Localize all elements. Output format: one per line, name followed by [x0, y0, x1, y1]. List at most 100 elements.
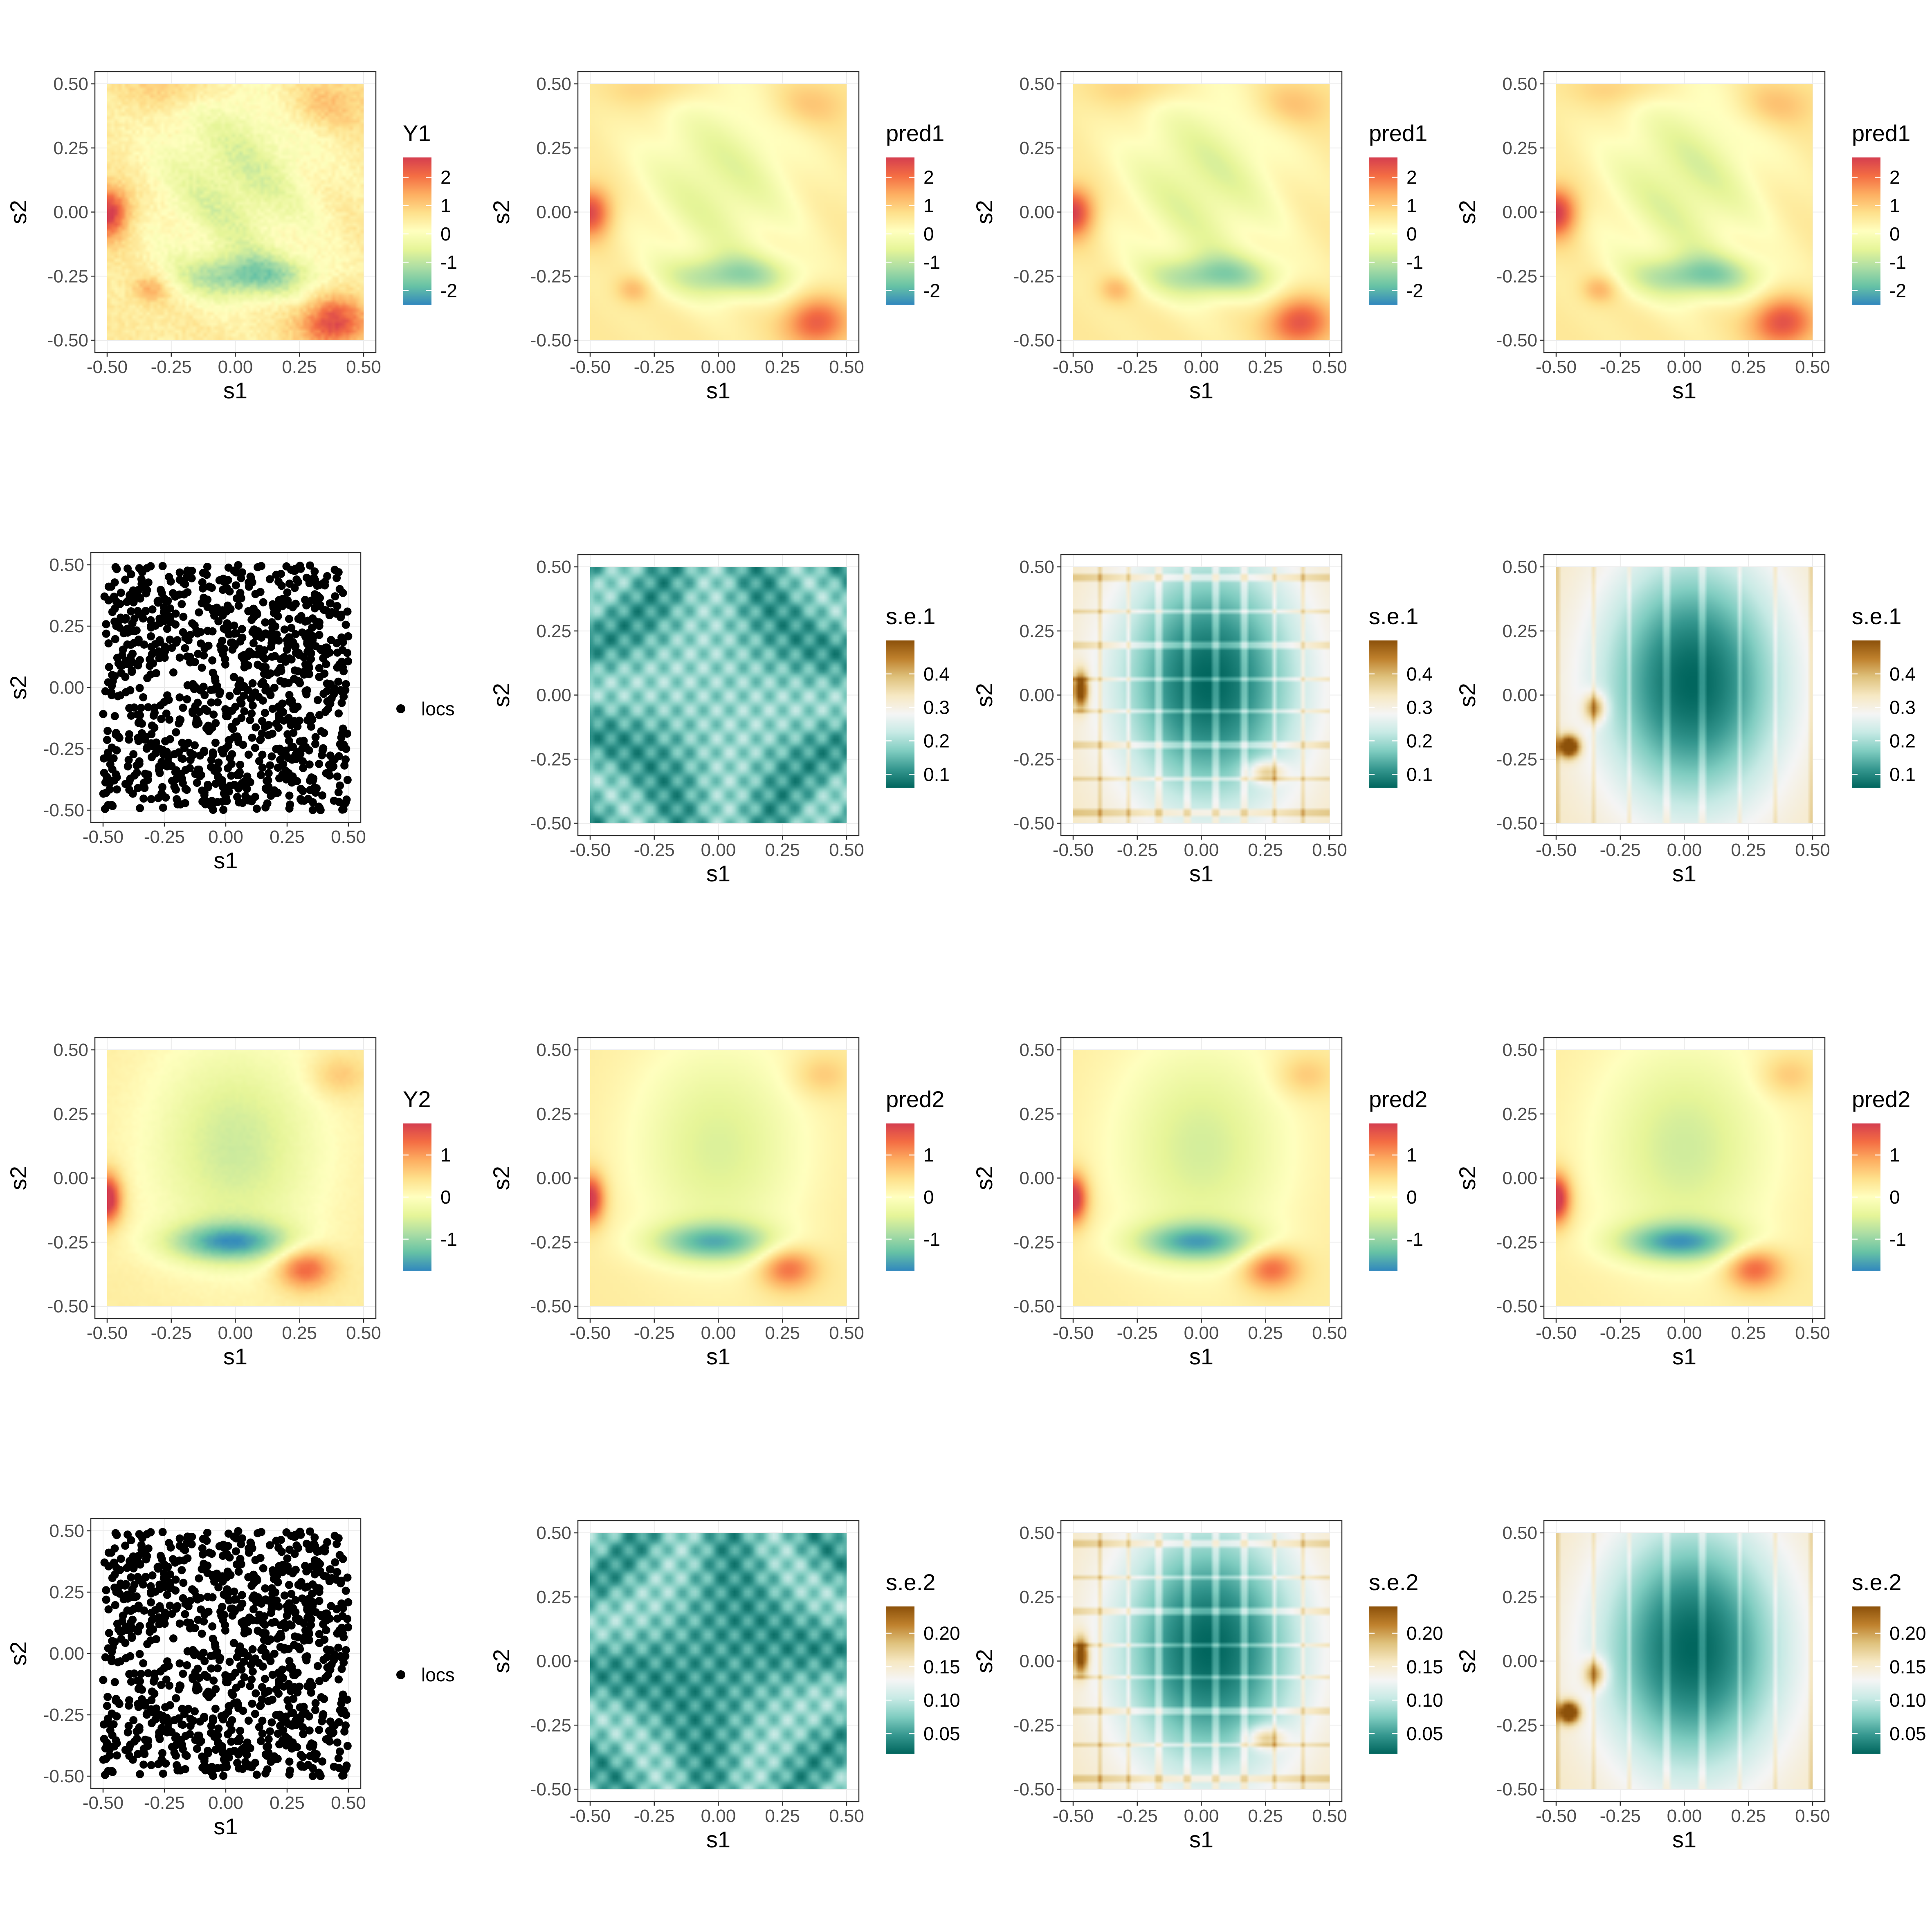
legend-tick-label: 1 — [923, 1144, 934, 1166]
location-point — [112, 598, 121, 606]
location-point — [190, 741, 199, 750]
location-point — [291, 630, 300, 638]
location-point — [209, 750, 217, 759]
location-point — [111, 1601, 119, 1609]
location-point — [171, 785, 180, 794]
location-point — [177, 1720, 186, 1729]
legend-tick-label: 1 — [1889, 1144, 1900, 1166]
location-point — [291, 600, 300, 608]
location-point — [338, 1653, 346, 1662]
location-point — [157, 1681, 166, 1689]
x-axis-label: s1 — [213, 847, 238, 873]
location-point — [283, 588, 292, 597]
location-point — [318, 1757, 327, 1766]
location-point — [165, 1681, 174, 1690]
location-point — [291, 666, 299, 675]
location-point — [124, 1594, 132, 1603]
location-point — [110, 712, 119, 721]
y-tick-label: -0.50 — [1496, 330, 1537, 350]
location-point — [308, 636, 317, 645]
location-point — [294, 1581, 303, 1589]
location-point — [137, 575, 146, 583]
location-point — [238, 781, 247, 790]
location-point — [135, 1723, 144, 1732]
location-point — [139, 693, 148, 701]
location-point — [227, 771, 236, 780]
legend-tick-label: 0 — [1406, 223, 1417, 245]
location-point — [173, 636, 182, 645]
location-point — [302, 573, 311, 582]
location-point — [100, 768, 108, 777]
location-point — [266, 761, 274, 770]
y-tick-label: 0.25 — [1019, 1587, 1054, 1607]
colorbar — [1852, 1606, 1880, 1754]
legend-tick-label: -1 — [923, 252, 940, 273]
location-point — [339, 667, 348, 676]
location-point — [106, 754, 115, 763]
location-point — [276, 755, 285, 764]
location-point — [110, 578, 119, 587]
x-axis-label: s1 — [1189, 1343, 1213, 1369]
legend-tick-label: -1 — [440, 252, 457, 273]
location-point — [285, 1663, 294, 1672]
location-point — [308, 1602, 317, 1611]
location-point — [134, 784, 142, 792]
panel-r4-c4: -0.50 -0.50 -0.25 -0.25 0.00 0.00 0.25 0.25 0.50… — [1454, 1520, 1926, 1852]
location-point — [100, 754, 108, 763]
location-point — [229, 1639, 238, 1647]
x-tick-label: -0.25 — [634, 1323, 675, 1343]
location-point — [194, 649, 202, 658]
location-point — [182, 786, 191, 794]
location-point — [195, 1574, 203, 1583]
y-tick-label: 0.00 — [1019, 1168, 1054, 1188]
y-tick-label: 0.25 — [1502, 138, 1537, 158]
location-point — [161, 1609, 169, 1617]
location-point — [108, 608, 117, 616]
location-point — [211, 1685, 220, 1694]
location-point — [156, 1552, 165, 1560]
location-point — [331, 1558, 339, 1567]
location-point — [183, 568, 192, 577]
legend-tick-label: 0.20 — [1889, 1622, 1926, 1644]
location-point — [161, 737, 170, 746]
location-point — [183, 1661, 191, 1669]
x-tick-label: 0.25 — [282, 357, 317, 377]
location-points — [99, 1527, 353, 1780]
location-point — [203, 1528, 211, 1537]
location-point — [193, 699, 202, 707]
location-point — [231, 1547, 240, 1556]
location-point — [225, 630, 233, 639]
x-tick-label: 0.50 — [346, 357, 381, 377]
location-point — [140, 784, 149, 792]
location-point — [337, 633, 346, 642]
location-point — [106, 785, 114, 794]
location-point — [137, 1695, 146, 1703]
location-point — [146, 562, 155, 571]
location-point — [198, 1550, 207, 1559]
x-tick-label: 0.25 — [1248, 840, 1283, 860]
location-point — [267, 1718, 276, 1727]
y-tick-label: 0.50 — [49, 555, 84, 575]
y-tick-label: 0.25 — [1502, 1587, 1537, 1607]
location-point — [189, 1646, 197, 1654]
location-point — [297, 1750, 305, 1759]
location-point — [254, 1658, 263, 1667]
location-point — [99, 1676, 108, 1684]
location-point — [251, 1556, 260, 1564]
location-point — [168, 589, 177, 598]
location-point — [158, 783, 166, 791]
location-point — [180, 744, 189, 752]
location-point — [261, 1584, 270, 1593]
location-point — [299, 1723, 307, 1732]
location-point — [113, 1585, 122, 1593]
location-point — [257, 1646, 266, 1654]
location-point — [266, 1635, 275, 1644]
location-point — [137, 1541, 146, 1549]
location-point — [340, 761, 349, 770]
x-tick-label: -0.25 — [634, 1806, 675, 1826]
panel-r3-c3: -0.50 -0.50 -0.25 -0.25 0.00 0.00 0.25 0.25 0.50… — [971, 1037, 1427, 1369]
location-point — [103, 736, 111, 744]
location-point — [264, 1735, 273, 1743]
location-point — [124, 596, 133, 604]
location-point — [175, 1556, 184, 1565]
